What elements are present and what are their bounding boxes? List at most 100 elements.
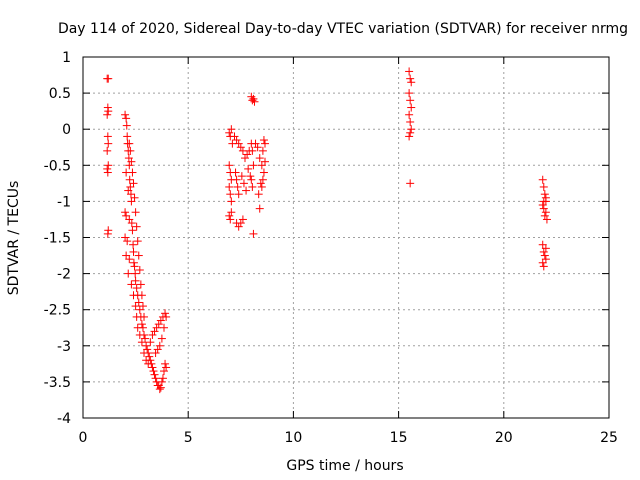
data-point bbox=[125, 139, 134, 148]
data-point bbox=[131, 269, 140, 278]
data-point bbox=[150, 370, 159, 379]
x-tick-label: 15 bbox=[390, 430, 408, 446]
ticks: 1 0.5 0 -0.5 -1 -1.5 -2 -2.5 -3 -3.5 -4 0 5 10 15 20 25 bbox=[44, 50, 618, 446]
data-point bbox=[103, 164, 112, 173]
data-point bbox=[405, 110, 414, 119]
data-point bbox=[226, 190, 235, 199]
data-point bbox=[246, 172, 255, 181]
data-point bbox=[162, 363, 171, 372]
data-point bbox=[103, 146, 112, 155]
data-point bbox=[249, 161, 258, 170]
data-point bbox=[225, 128, 234, 137]
data-point bbox=[104, 161, 113, 170]
data-point bbox=[122, 121, 131, 130]
y-tick-label: 0.5 bbox=[49, 86, 71, 102]
data-point bbox=[128, 168, 137, 177]
x-tick-label: 25 bbox=[600, 430, 618, 446]
data-point bbox=[121, 233, 130, 242]
data-point bbox=[247, 92, 256, 101]
data-point bbox=[233, 182, 242, 191]
plot-frame bbox=[82, 56, 610, 419]
data-point bbox=[237, 172, 246, 181]
data-point bbox=[125, 175, 134, 184]
data-point bbox=[129, 258, 138, 267]
data-point bbox=[234, 190, 243, 199]
data-point bbox=[241, 154, 250, 163]
x-tick-label: 20 bbox=[495, 430, 513, 446]
data-point bbox=[232, 136, 241, 145]
data-point bbox=[406, 128, 415, 137]
data-point bbox=[225, 211, 234, 220]
data-point bbox=[160, 323, 169, 332]
data-point bbox=[225, 161, 234, 170]
data-point bbox=[247, 175, 256, 184]
data-point bbox=[155, 341, 164, 350]
data-point bbox=[135, 265, 144, 274]
data-point bbox=[131, 302, 140, 311]
data-point bbox=[129, 247, 138, 256]
data-point bbox=[407, 78, 416, 87]
data-point bbox=[125, 255, 134, 264]
grid bbox=[83, 57, 609, 418]
data-point bbox=[121, 208, 130, 217]
data-point bbox=[149, 367, 158, 376]
data-point bbox=[133, 237, 142, 246]
data-point bbox=[125, 161, 134, 170]
data-point bbox=[122, 114, 131, 123]
data-point bbox=[250, 97, 259, 106]
data-point bbox=[142, 341, 151, 350]
data-point bbox=[254, 190, 263, 199]
data-point bbox=[407, 125, 416, 134]
data-point bbox=[148, 330, 157, 339]
y-tick-label: -0.5 bbox=[44, 158, 71, 174]
y-tick-label: 0 bbox=[62, 122, 71, 138]
data-point bbox=[129, 240, 138, 249]
data-point bbox=[138, 302, 147, 311]
data-point bbox=[540, 211, 549, 220]
data-point bbox=[405, 67, 414, 76]
data-point bbox=[260, 139, 269, 148]
data-point bbox=[137, 320, 146, 329]
data-point bbox=[251, 139, 260, 148]
data-point bbox=[146, 338, 155, 347]
data-point bbox=[137, 338, 146, 347]
data-point bbox=[239, 179, 248, 188]
data-point bbox=[541, 208, 550, 217]
data-point bbox=[103, 168, 112, 177]
data-points bbox=[103, 67, 551, 394]
data-point bbox=[128, 226, 137, 235]
data-point bbox=[253, 143, 262, 152]
data-point bbox=[242, 186, 251, 195]
data-point bbox=[238, 215, 247, 224]
data-point bbox=[144, 359, 153, 368]
data-point bbox=[244, 164, 253, 173]
data-point bbox=[539, 262, 548, 271]
data-point bbox=[406, 117, 415, 126]
data-point bbox=[121, 110, 130, 119]
data-point bbox=[154, 320, 163, 329]
data-point bbox=[540, 251, 549, 260]
data-point bbox=[129, 179, 138, 188]
y-tick-label: -4 bbox=[57, 411, 71, 427]
data-point bbox=[161, 309, 170, 318]
data-point bbox=[236, 219, 245, 228]
data-point bbox=[249, 229, 258, 238]
data-point bbox=[148, 363, 157, 372]
y-tick-label: -1 bbox=[57, 194, 71, 210]
data-point bbox=[258, 146, 267, 155]
data-point bbox=[130, 262, 139, 271]
data-point bbox=[232, 175, 241, 184]
data-point bbox=[103, 110, 112, 119]
data-point bbox=[258, 175, 267, 184]
data-point bbox=[157, 377, 166, 386]
y-tick-label: -3.5 bbox=[44, 375, 71, 391]
data-point bbox=[231, 168, 240, 177]
data-point bbox=[126, 190, 135, 199]
data-point bbox=[538, 201, 547, 210]
data-point bbox=[104, 107, 113, 116]
data-point bbox=[538, 258, 547, 267]
y-tick-label: 1 bbox=[62, 50, 71, 66]
data-point bbox=[407, 103, 416, 112]
data-point bbox=[127, 157, 136, 166]
